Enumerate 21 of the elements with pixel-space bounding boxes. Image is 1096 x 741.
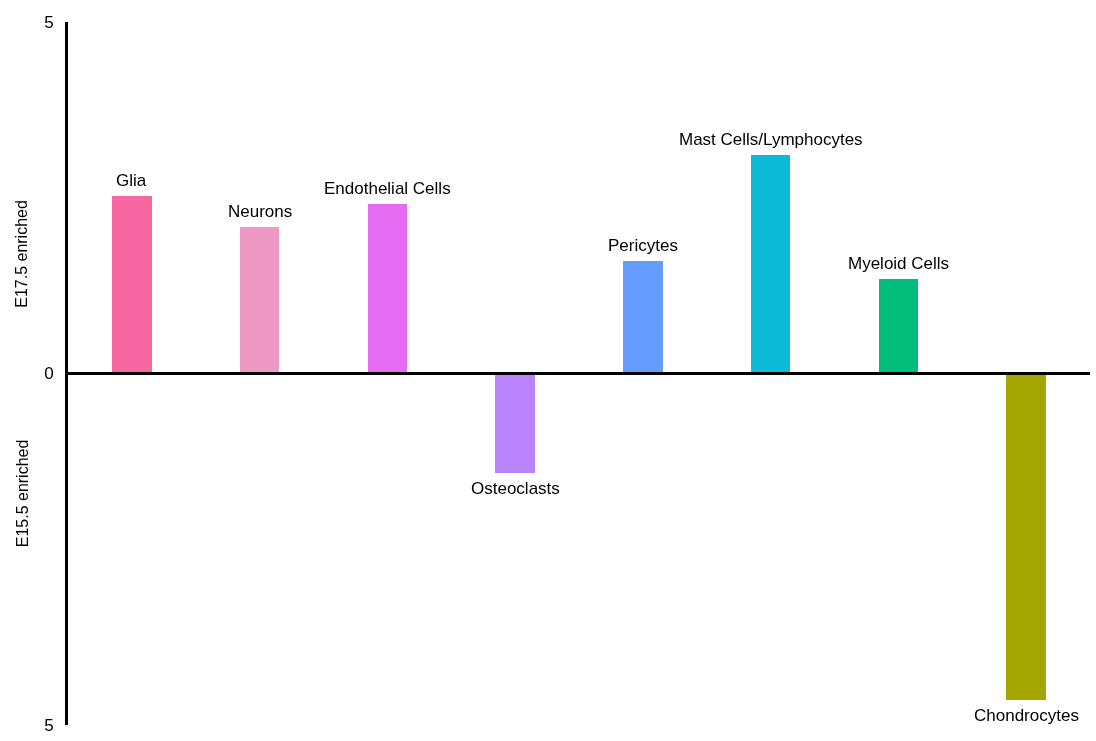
y-tick-label: 0 bbox=[44, 364, 54, 384]
x-tick-label: Osteoclasts bbox=[471, 479, 560, 498]
x-tick-label: Myeloid Cells bbox=[848, 254, 950, 273]
x-tick-label: Pericytes bbox=[608, 236, 678, 255]
bar bbox=[368, 204, 407, 374]
bar bbox=[751, 155, 790, 374]
x-tick-label: Endothelial Cells bbox=[324, 179, 451, 198]
x-tick-label: Glia bbox=[116, 171, 147, 190]
bar bbox=[879, 279, 918, 374]
bar bbox=[1006, 374, 1046, 700]
text: E17.5 enriched bbox=[13, 200, 31, 308]
bar bbox=[495, 374, 535, 473]
bar bbox=[112, 196, 152, 374]
y-tick-label: 5 bbox=[44, 12, 54, 32]
bar bbox=[240, 227, 279, 374]
x-tick-label: Mast Cells/Lymphocytes bbox=[679, 130, 863, 149]
text: E15.5 enriched bbox=[13, 439, 31, 548]
y-tick-label: 5 bbox=[44, 715, 54, 735]
bar bbox=[623, 261, 663, 374]
x-tick-label: Chondrocytes bbox=[974, 706, 1079, 725]
x-tick-label: Neurons bbox=[228, 202, 293, 221]
